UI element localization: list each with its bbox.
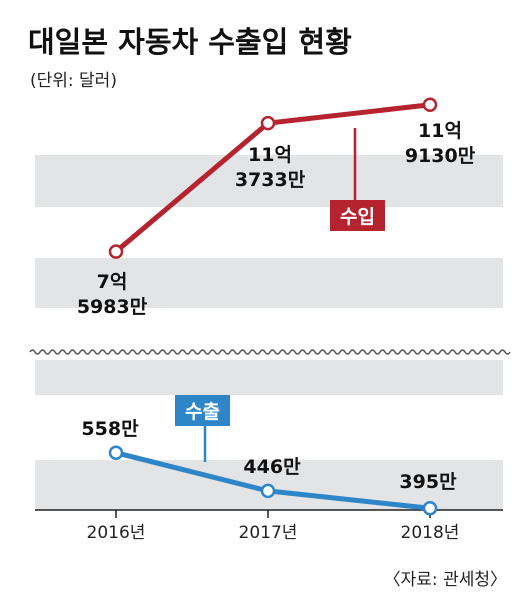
value-label: 446만 bbox=[243, 455, 301, 478]
point bbox=[260, 115, 276, 131]
band bbox=[35, 155, 503, 207]
legend-label: 수출 bbox=[175, 395, 230, 426]
point bbox=[260, 483, 276, 499]
chart-title: 대일본 자동차 수출입 현황 bbox=[28, 25, 352, 59]
band bbox=[35, 360, 503, 395]
legend-label: 수입 bbox=[330, 200, 385, 231]
value-label: 11억 9130만 bbox=[404, 119, 476, 167]
x-tick-label: 2018년 bbox=[401, 523, 460, 543]
value-label: 558만 bbox=[81, 417, 139, 440]
x-tick-label: 2016년 bbox=[87, 523, 146, 543]
point bbox=[108, 244, 124, 259]
point bbox=[422, 97, 438, 113]
x-tick-label: 2017년 bbox=[239, 523, 298, 543]
source: 〈자료: 관세청〉 bbox=[384, 570, 507, 590]
axis-break bbox=[29, 349, 511, 355]
point bbox=[422, 501, 438, 516]
value-label: 395만 bbox=[399, 471, 457, 494]
value-label: 7억 5983만 bbox=[76, 270, 148, 318]
band bbox=[35, 258, 503, 308]
subtitle: (단위: 달러) bbox=[30, 71, 117, 91]
point bbox=[108, 445, 124, 460]
value-label: 11억 3733만 bbox=[234, 144, 306, 192]
